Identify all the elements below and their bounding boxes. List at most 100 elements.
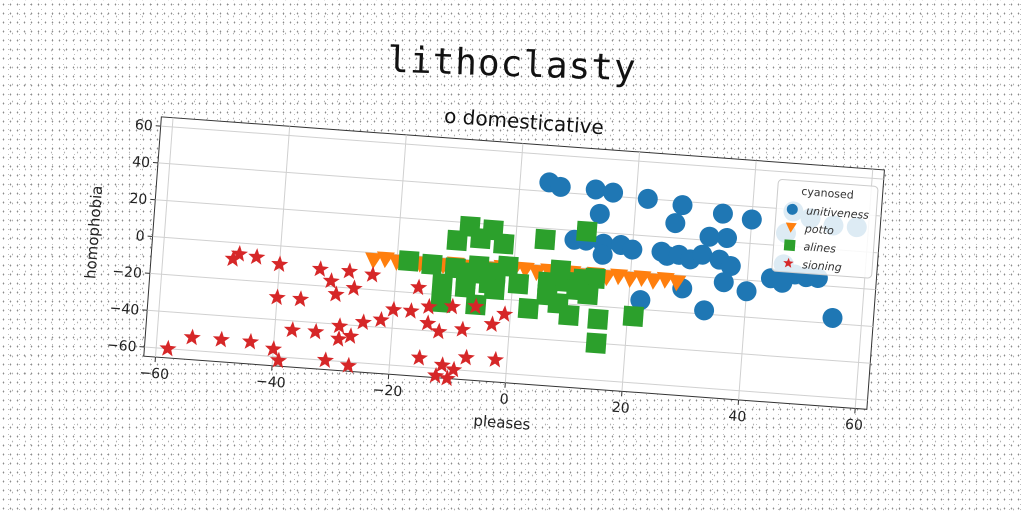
- legend-marker-alines: [783, 239, 796, 252]
- x-tick-label: −60: [139, 365, 170, 383]
- point-sioning: [427, 366, 445, 384]
- point-sioning: [445, 360, 463, 378]
- x-tick-label: 40: [728, 408, 747, 425]
- point-potto: [668, 274, 687, 292]
- point-unitiveness: [589, 203, 610, 224]
- axis-ticks: −60 −40 −20 0 20 40 60 −60 −40 −20 0 20 40 60: [106, 117, 863, 434]
- grid-line-y: [155, 199, 879, 254]
- point-sioning: [271, 255, 289, 273]
- point-sioning: [283, 321, 302, 338]
- point-alines: [549, 259, 572, 281]
- point-unitiveness: [622, 239, 643, 260]
- point-sioning: [322, 272, 340, 289]
- point-unitiveness: [772, 272, 793, 293]
- y-tick-label: 40: [132, 154, 151, 171]
- legend-label-sioning: sioning: [802, 258, 842, 274]
- y-tick-label: −60: [106, 337, 137, 355]
- point-alines: [446, 229, 468, 252]
- point-sioning: [224, 250, 242, 267]
- series-alines: [398, 215, 645, 354]
- legend-box: [771, 179, 879, 279]
- x-tick-label: −40: [256, 374, 287, 392]
- point-sioning: [242, 332, 260, 350]
- chart-title: o domesticative: [443, 104, 604, 140]
- point-sioning: [342, 327, 360, 344]
- point-alines: [558, 304, 580, 326]
- point-sioning: [327, 285, 345, 303]
- point-alines: [585, 332, 607, 354]
- point-sioning: [183, 328, 201, 346]
- legend-marker-unitiveness: [786, 203, 798, 215]
- point-unitiveness: [720, 256, 741, 277]
- point-unitiveness: [736, 281, 757, 302]
- grid-line-y: [160, 125, 884, 180]
- y-tick-label: 60: [134, 117, 153, 134]
- point-sioning: [307, 322, 325, 340]
- point-sioning: [292, 290, 310, 307]
- point-alines: [576, 220, 598, 243]
- point-alines: [534, 228, 556, 251]
- legend-marker-potto: [785, 222, 797, 233]
- grid-line-y: [149, 272, 873, 327]
- point-alines: [584, 267, 606, 290]
- data-series: [159, 172, 867, 387]
- point-alines: [517, 297, 540, 320]
- series-sioning: [159, 245, 514, 387]
- point-alines: [483, 278, 506, 301]
- point-unitiveness: [741, 209, 762, 230]
- point-alines: [398, 250, 420, 272]
- point-alines: [430, 291, 452, 313]
- point-sioning: [419, 314, 437, 332]
- point-potto: [621, 271, 640, 289]
- point-alines: [470, 227, 492, 250]
- point-sioning: [331, 317, 349, 334]
- point-unitiveness: [713, 272, 734, 293]
- point-alines: [497, 255, 519, 278]
- point-alines: [507, 273, 530, 295]
- point-sioning: [330, 330, 348, 347]
- point-sioning: [483, 315, 501, 333]
- point-alines: [622, 305, 645, 327]
- point-unitiveness: [630, 290, 651, 311]
- point-sioning: [212, 330, 230, 348]
- point-sioning: [364, 265, 382, 283]
- point-unitiveness: [603, 182, 624, 203]
- point-sioning: [316, 351, 334, 368]
- chart-root: −60 −40 −20 0 20 40 60 −60 −40 −20 0 20 40 60 o domes…: [81, 104, 885, 434]
- point-unitiveness: [665, 213, 686, 234]
- point-sioning: [385, 300, 403, 318]
- point-unitiveness: [592, 244, 613, 265]
- legend-label-potto: potto: [803, 222, 834, 237]
- point-potto: [528, 264, 547, 282]
- point-unitiveness: [550, 176, 571, 197]
- y-tick-label: −40: [109, 300, 140, 318]
- point-sioning: [467, 297, 485, 315]
- point-sioning: [341, 262, 359, 280]
- point-sioning: [438, 369, 456, 387]
- point-sioning: [264, 340, 283, 357]
- point-unitiveness: [692, 244, 713, 265]
- legend-label-alines: alines: [803, 240, 836, 255]
- point-unitiveness: [699, 226, 720, 247]
- y-tick-label: 20: [129, 191, 148, 208]
- x-axis-label: pleases: [473, 412, 531, 434]
- point-sioning: [269, 351, 288, 369]
- point-sioning: [457, 348, 475, 366]
- point-unitiveness: [717, 228, 738, 249]
- grid-line-y: [147, 309, 871, 364]
- point-alines: [493, 233, 515, 255]
- point-unitiveness: [712, 203, 733, 224]
- y-axis-label: homophobia: [81, 185, 106, 280]
- point-unitiveness: [637, 188, 658, 209]
- point-alines: [587, 308, 609, 330]
- point-sioning: [420, 297, 438, 315]
- point-sioning: [354, 313, 372, 330]
- x-tick-label: 20: [611, 400, 630, 417]
- point-sioning: [410, 348, 428, 366]
- point-sioning: [248, 248, 266, 265]
- point-sioning: [159, 339, 177, 357]
- point-sioning: [496, 305, 514, 322]
- point-unitiveness: [694, 300, 715, 321]
- point-alines: [454, 276, 477, 298]
